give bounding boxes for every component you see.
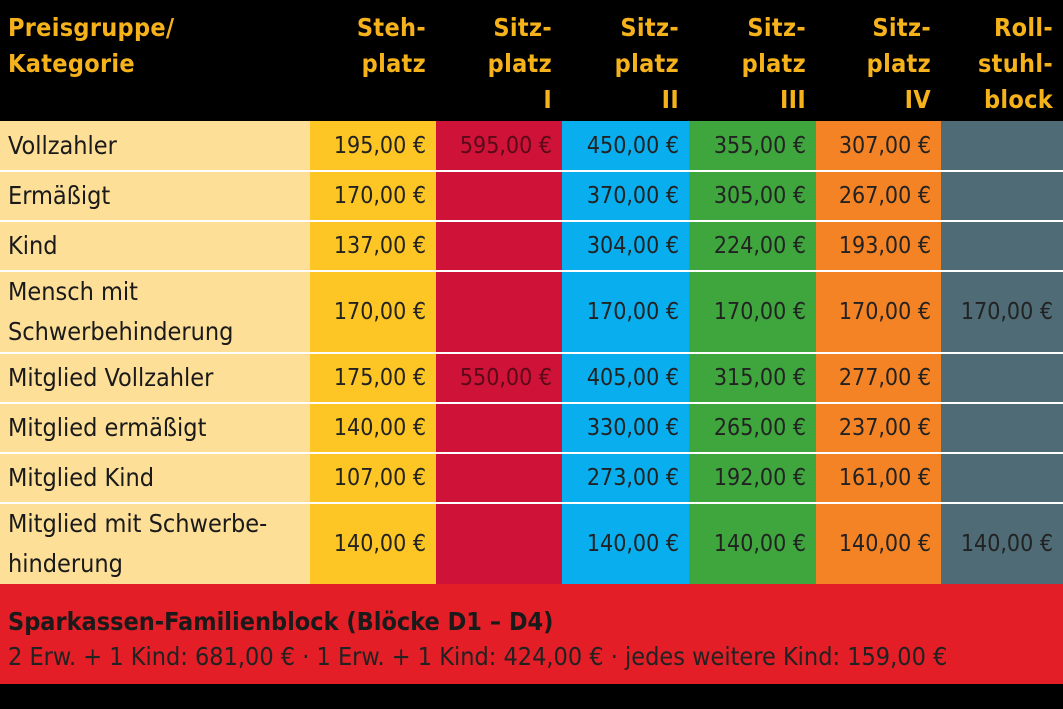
row-category: Mitglied mit Schwerbe- hinderung (0, 502, 310, 584)
price-stehplatz: 140,00 € (310, 402, 436, 453)
header-category: Preisgruppe/ Kategorie (0, 0, 310, 121)
price-sitzplatz-3: 170,00 € (689, 270, 816, 353)
price-sitzplatz-3: 355,00 € (689, 121, 816, 171)
header-sitzplatz-1: Sitz- platz I (436, 0, 562, 121)
price-sitzplatz-4: 193,00 € (816, 220, 941, 271)
price-stehplatz: 195,00 € (310, 121, 436, 171)
header-sitzplatz-2: Sitz- platz II (562, 0, 689, 121)
table-row: Mitglied mit Schwerbe- hinderung 140,00 €… (0, 502, 1063, 584)
price-sitzplatz-1 (436, 452, 562, 503)
header-sitzplatz-4: Sitz- platz IV (816, 0, 941, 121)
row-category: Mensch mit Schwerbehinderung (0, 270, 310, 353)
table-row: Mitglied ermäßigt 140,00 € 330,00 €265,00 … (0, 402, 1063, 453)
row-category: Kind (0, 220, 310, 271)
price-sitzplatz-1 (436, 170, 562, 221)
price-sitzplatz-3: 315,00 € (689, 352, 816, 403)
price-sitzplatz-1 (436, 270, 562, 353)
price-sitzplatz-4: 161,00 € (816, 452, 941, 503)
price-sitzplatz-1: 595,00 € (436, 121, 562, 171)
price-rollstuhlblock (941, 121, 1063, 171)
price-sitzplatz-2: 304,00 € (562, 220, 689, 271)
price-rollstuhlblock (941, 220, 1063, 271)
table-row: Mensch mit Schwerbehinderung 170,00 €170,… (0, 270, 1063, 353)
price-stehplatz: 137,00 € (310, 220, 436, 271)
price-sitzplatz-2: 140,00 € (562, 502, 689, 584)
row-category: Ermäßigt (0, 170, 310, 221)
row-category: Vollzahler (0, 121, 310, 171)
table-row: Kind 137,00 € 304,00 €224,00 €193,00 € (0, 220, 1063, 271)
price-sitzplatz-3: 305,00 € (689, 170, 816, 221)
family-block: Sparkassen-Familienblock (Blöcke D1 – D4… (0, 584, 1063, 684)
price-table: Preisgruppe/ Kategorie Steh- platz Sitz-… (0, 0, 1063, 684)
row-category: Mitglied Vollzahler (0, 352, 310, 403)
family-block-prices: 2 Erw. + 1 Kind: 681,00 € · 1 Erw. + 1 K… (0, 638, 1063, 684)
price-stehplatz: 170,00 € (310, 270, 436, 353)
price-sitzplatz-4: 140,00 € (816, 502, 941, 584)
table-body: Vollzahler 195,00 €595,00 €450,00 €355,00… (0, 121, 1063, 584)
price-sitzplatz-3: 265,00 € (689, 402, 816, 453)
price-sitzplatz-2: 370,00 € (562, 170, 689, 221)
price-rollstuhlblock: 170,00 € (941, 270, 1063, 353)
price-stehplatz: 140,00 € (310, 502, 436, 584)
price-sitzplatz-3: 224,00 € (689, 220, 816, 271)
price-rollstuhlblock: 140,00 € (941, 502, 1063, 584)
table-row: Vollzahler 195,00 €595,00 €450,00 €355,00… (0, 121, 1063, 171)
price-stehplatz: 107,00 € (310, 452, 436, 503)
price-sitzplatz-4: 307,00 € (816, 121, 941, 171)
table-row: Mitglied Vollzahler 175,00 €550,00 €405,0… (0, 352, 1063, 403)
price-sitzplatz-2: 405,00 € (562, 352, 689, 403)
price-stehplatz: 170,00 € (310, 170, 436, 221)
row-category: Mitglied Kind (0, 452, 310, 503)
price-sitzplatz-4: 277,00 € (816, 352, 941, 403)
price-sitzplatz-1: 550,00 € (436, 352, 562, 403)
price-sitzplatz-3: 140,00 € (689, 502, 816, 584)
header-stehplatz: Steh- platz (310, 0, 436, 121)
header-sitzplatz-3: Sitz- platz III (689, 0, 816, 121)
family-block-title: Sparkassen-Familienblock (Blöcke D1 – D4… (0, 584, 1063, 638)
header-rollstuhlblock: Roll- stuhl- block (941, 0, 1063, 121)
price-rollstuhlblock (941, 170, 1063, 221)
price-rollstuhlblock (941, 352, 1063, 403)
price-sitzplatz-4: 267,00 € (816, 170, 941, 221)
price-sitzplatz-1 (436, 502, 562, 584)
price-sitzplatz-4: 237,00 € (816, 402, 941, 453)
price-rollstuhlblock (941, 452, 1063, 503)
table-header: Preisgruppe/ Kategorie Steh- platz Sitz-… (0, 0, 1063, 121)
price-sitzplatz-2: 273,00 € (562, 452, 689, 503)
price-sitzplatz-1 (436, 402, 562, 453)
row-category: Mitglied ermäßigt (0, 402, 310, 453)
price-stehplatz: 175,00 € (310, 352, 436, 403)
price-rollstuhlblock (941, 402, 1063, 453)
table-row: Mitglied Kind 107,00 € 273,00 €192,00 €161… (0, 452, 1063, 503)
price-sitzplatz-2: 330,00 € (562, 402, 689, 453)
price-sitzplatz-2: 450,00 € (562, 121, 689, 171)
price-sitzplatz-2: 170,00 € (562, 270, 689, 353)
price-sitzplatz-4: 170,00 € (816, 270, 941, 353)
price-sitzplatz-1 (436, 220, 562, 271)
price-sitzplatz-3: 192,00 € (689, 452, 816, 503)
table-row: Ermäßigt 170,00 € 370,00 €305,00 €267,00 € (0, 170, 1063, 221)
